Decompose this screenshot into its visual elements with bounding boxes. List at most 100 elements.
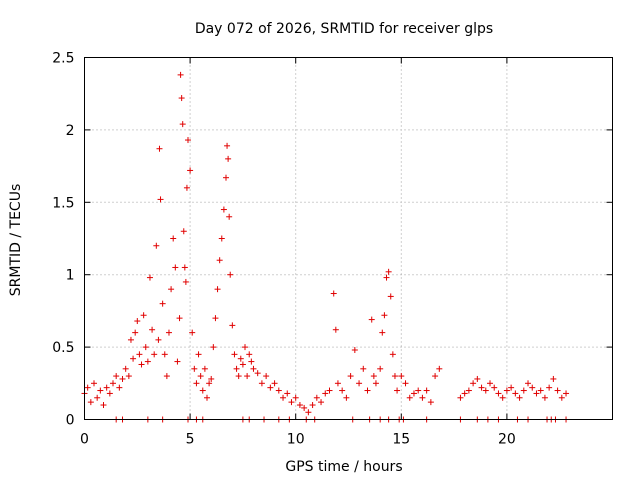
data-point — [525, 380, 532, 387]
data-point — [220, 206, 227, 213]
data-point — [142, 344, 149, 351]
y-tick-label: 2.5 — [52, 51, 74, 67]
data-point — [389, 351, 396, 358]
plot-frame — [84, 57, 613, 420]
data-point — [184, 137, 191, 144]
data-point — [189, 329, 196, 336]
data-point — [183, 184, 190, 191]
data-point — [288, 399, 295, 406]
data-point — [394, 387, 401, 394]
data-point — [125, 373, 132, 380]
data-point — [161, 351, 168, 358]
data-point — [541, 394, 548, 401]
data-point — [237, 355, 244, 362]
data-point — [423, 387, 430, 394]
data-point — [406, 394, 413, 401]
data-point — [233, 365, 240, 372]
data-point — [326, 387, 333, 394]
data-point — [195, 351, 202, 358]
data-point — [110, 380, 117, 387]
data-point — [231, 351, 238, 358]
data-point — [465, 387, 472, 394]
data-point — [263, 373, 270, 380]
data-point — [225, 155, 232, 162]
data-point — [347, 373, 354, 380]
data-point — [461, 390, 468, 397]
chart-title: Day 072 of 2026, SRMTID for receiver glp… — [195, 21, 493, 37]
data-point — [206, 380, 213, 387]
y-axis-title: SRMTID / TECUs — [8, 184, 24, 297]
data-point — [318, 399, 325, 406]
data-point — [182, 278, 189, 285]
data-point — [165, 329, 172, 336]
x-tick-label: 0 — [80, 432, 89, 448]
data-point — [402, 380, 409, 387]
data-point — [313, 394, 320, 401]
data-point — [140, 312, 147, 319]
data-point — [212, 315, 219, 322]
data-point — [491, 384, 498, 391]
data-point — [292, 394, 299, 401]
data-point — [339, 387, 346, 394]
data-point — [482, 387, 489, 394]
data-point — [91, 380, 98, 387]
data-point — [391, 373, 398, 380]
data-point — [208, 375, 215, 382]
data-point — [113, 373, 120, 380]
y-tick-label: 1 — [66, 268, 75, 284]
data-point — [383, 274, 390, 281]
data-point — [267, 384, 274, 391]
data-point — [178, 95, 185, 102]
data-point — [246, 351, 253, 358]
data-point — [478, 384, 485, 391]
data-point — [372, 380, 379, 387]
data-point — [322, 390, 329, 397]
data-point — [130, 355, 137, 362]
data-point — [379, 329, 386, 336]
data-point — [144, 358, 151, 365]
data-point — [138, 361, 145, 368]
data-point — [149, 326, 156, 333]
data-point — [235, 373, 242, 380]
data-point — [296, 402, 303, 409]
data-point — [427, 399, 434, 406]
data-point — [309, 402, 316, 409]
data-point — [172, 264, 179, 271]
x-tick-label: 15 — [392, 432, 410, 448]
data-point — [136, 351, 143, 358]
data-point — [170, 235, 177, 242]
data-point — [275, 387, 282, 394]
data-point — [415, 387, 422, 394]
data-point — [343, 394, 350, 401]
data-point — [214, 286, 221, 293]
data-point — [94, 394, 101, 401]
data-point — [103, 384, 110, 391]
data-point — [197, 373, 204, 380]
data-point — [487, 380, 494, 387]
data-point — [305, 409, 312, 416]
data-point — [199, 387, 206, 394]
data-point — [370, 373, 377, 380]
data-point — [436, 365, 443, 372]
data-point — [239, 361, 246, 368]
data-point — [153, 242, 160, 249]
data-point — [181, 264, 188, 271]
data-point — [537, 387, 544, 394]
y-tick-label: 1.5 — [52, 195, 74, 211]
data-point — [174, 358, 181, 365]
data-point — [100, 402, 107, 409]
data-point — [180, 228, 187, 235]
data-point — [248, 358, 255, 365]
data-point — [226, 213, 233, 220]
data-point — [106, 390, 113, 397]
data-point — [495, 390, 502, 397]
data-point — [97, 387, 104, 394]
data-point — [155, 336, 162, 343]
data-point — [364, 387, 371, 394]
x-axis-title: GPS time / hours — [285, 459, 402, 475]
data-point — [377, 365, 384, 372]
data-point — [87, 399, 94, 406]
data-point — [499, 394, 506, 401]
x-tick-labels: 0 5 10 15 20 — [80, 432, 516, 448]
data-point — [227, 271, 234, 278]
